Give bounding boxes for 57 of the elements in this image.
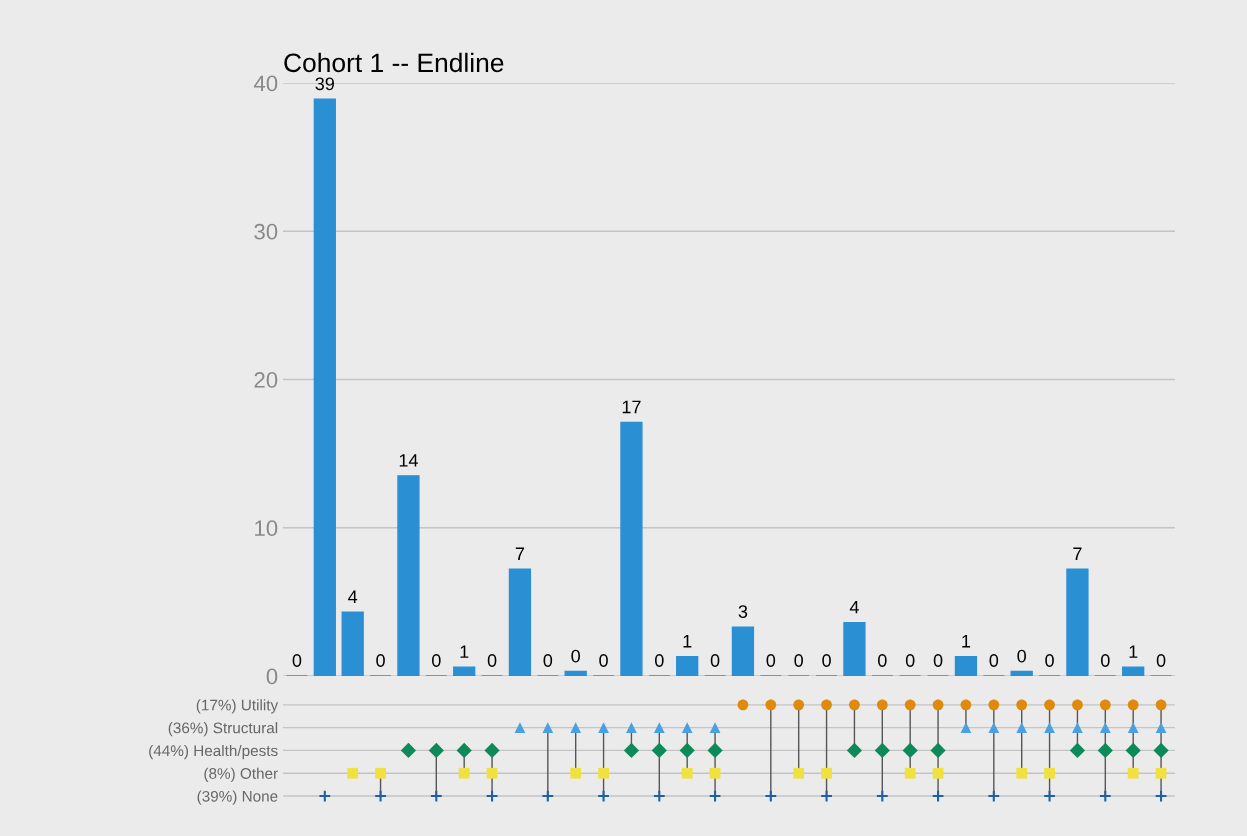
category-label: (39%) None — [197, 790, 278, 805]
bar — [453, 666, 476, 676]
data-label: 4 — [849, 600, 859, 614]
y-tick-label: 40 — [253, 75, 278, 92]
bar — [313, 98, 336, 676]
data-label: 7 — [1073, 547, 1082, 560]
y-tick-label: 10 — [255, 520, 278, 537]
data-label: 0 — [1156, 654, 1166, 667]
data-label: 1 — [460, 645, 469, 658]
bar — [1010, 670, 1033, 676]
category-label: (8%) Other — [204, 767, 278, 782]
data-label: 0 — [822, 654, 831, 667]
bar — [731, 626, 755, 676]
data-label: 0 — [599, 654, 608, 667]
data-label: 0 — [655, 654, 664, 667]
data-label: 0 — [905, 654, 915, 667]
bar — [676, 656, 699, 676]
category-label: (36%) Structural — [168, 722, 278, 737]
data-label: 0 — [878, 654, 887, 667]
data-label: 0 — [571, 649, 580, 663]
data-label: 4 — [348, 590, 358, 603]
data-label: 0 — [292, 654, 302, 667]
data-label: 3 — [738, 605, 748, 618]
data-label: 0 — [1017, 649, 1026, 663]
bar — [954, 656, 978, 676]
data-label: 1 — [1129, 645, 1138, 658]
bar — [843, 621, 866, 676]
chart-title: Cohort 1 -- Endline — [284, 52, 504, 73]
data-label: 0 — [487, 654, 497, 667]
data-label: 0 — [1101, 654, 1110, 667]
bar — [620, 421, 643, 676]
data-label: 0 — [710, 654, 720, 667]
data-label: 0 — [989, 654, 999, 667]
data-label: 39 — [315, 77, 334, 91]
data-label: 1 — [962, 635, 971, 648]
data-label: 0 — [432, 654, 441, 667]
category-label: (17%) Utility — [196, 699, 279, 714]
data-label: 1 — [683, 635, 692, 648]
data-label: 17 — [622, 400, 641, 414]
y-tick-label: 30 — [254, 223, 278, 240]
data-label: 0 — [376, 654, 385, 667]
bar — [341, 611, 364, 676]
y-tick-label: 0 — [266, 668, 278, 685]
bar — [1122, 666, 1145, 676]
bar — [397, 475, 420, 676]
data-label: 0 — [766, 654, 776, 667]
data-label: 0 — [794, 654, 803, 667]
data-label: 0 — [1045, 654, 1054, 667]
bar — [1066, 568, 1089, 676]
bar — [564, 670, 587, 676]
bar — [508, 568, 532, 676]
data-label: 0 — [543, 654, 553, 667]
y-tick-label: 20 — [254, 372, 278, 388]
category-label: (44%) Health/pests — [149, 744, 278, 760]
data-label: 0 — [933, 654, 943, 667]
data-label: 14 — [399, 454, 418, 467]
data-label: 7 — [515, 547, 525, 560]
